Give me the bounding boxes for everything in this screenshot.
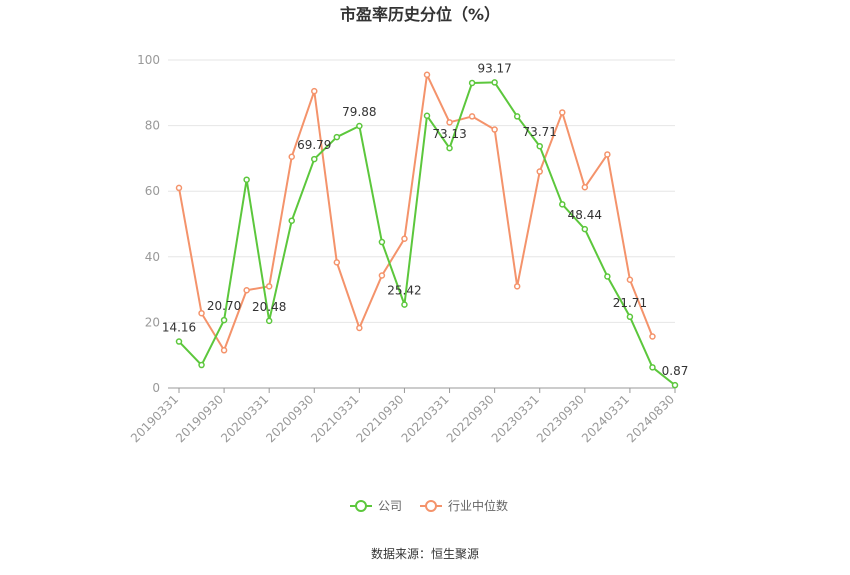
x-tick-label: 20230331 [489,392,542,445]
data-point [649,333,656,340]
data-label: 20.70 [207,299,241,313]
data-point [311,87,318,95]
data-point [671,381,679,389]
data-point [401,235,408,243]
series-line [178,73,654,352]
data-point [559,201,566,208]
data-point [220,347,228,354]
x-tick-label: 20230930 [534,392,587,445]
data-point [378,272,386,279]
x-tick-label: 20240331 [579,392,632,445]
data-point [288,217,295,224]
data-point [175,184,183,192]
data-point [513,113,521,120]
data-point [265,317,273,325]
grid [168,59,675,323]
x-tick-label: 20190930 [173,392,226,445]
x-tick-label: 20220930 [444,392,497,445]
data-point [604,151,611,158]
data-label: 93.17 [477,61,511,75]
data-point [401,301,408,308]
data-point [175,338,183,345]
data-label: 79.88 [342,105,376,119]
data-point [356,122,363,130]
x-tick-label: 20210930 [353,392,406,445]
data-point [378,238,386,246]
data-point [581,184,589,191]
data-label: 69.79 [297,138,331,152]
data-point [491,79,498,86]
data-label: 20.48 [252,300,286,314]
data-point [604,273,611,280]
data-point [468,113,476,120]
legend-marker [355,500,367,512]
y-tick-label: 40 [145,250,160,264]
y-tick-label: 60 [145,184,160,198]
data-point [649,364,656,371]
legend-item[interactable]: 行业中位数 [420,498,508,513]
y-tick-label: 80 [145,119,160,133]
legend[interactable]: 公司 行业中位数 [350,498,508,513]
data-label: 73.13 [432,127,466,141]
data-point [423,112,431,120]
data-point [423,71,431,79]
data-point [536,168,543,175]
data-label: 0.87 [662,364,689,378]
y-tick-label: 100 [137,53,160,67]
legend-marker [425,500,437,512]
data-point [198,361,205,369]
data-point [220,316,228,324]
data-point [626,276,634,284]
data-label: 25.42 [387,284,421,298]
series-line [178,81,676,386]
data-label: 14.16 [162,321,196,335]
x-tick-label: 20200930 [263,392,316,445]
series-layer [175,71,679,389]
data-point [559,109,566,116]
y-tick-label: 20 [145,315,160,329]
data-point [333,259,341,266]
data-point [513,283,521,290]
y-axis: 0 20 40 60 80 100 [137,53,160,395]
data-point [356,324,363,332]
data-label: 73.71 [523,125,557,139]
data-label: 48.44 [568,208,602,222]
data-point [446,119,453,126]
chart-title: 市盈率历史分位（%） [340,5,500,24]
data-point [288,153,295,161]
legend-label: 行业中位数 [448,498,508,513]
data-point [581,225,589,233]
data-point [446,144,453,152]
data-point [491,126,498,133]
data-point [243,176,250,183]
source-text: 数据来源：恒生聚源 [371,546,479,561]
data-point [536,142,543,150]
x-tick-label: 20240830 [624,392,677,445]
x-tick-label: 20200331 [218,392,271,445]
x-tick-label: 20210331 [308,392,361,445]
data-point [626,313,634,321]
y-tick-label: 0 [152,381,160,395]
data-labels: 14.16 20.70 20.48 69.79 79.88 25.42 73.13 93.17… [162,61,689,378]
data-point [333,133,341,141]
x-tick-label: 20220331 [399,392,452,445]
data-point [311,155,318,163]
data-point [198,309,205,317]
data-point [468,79,476,87]
data-point [265,283,273,290]
x-axis: 2019033120190930202003312020093020210331… [128,387,677,445]
legend-item[interactable]: 公司 [350,499,402,513]
legend-label: 公司 [378,499,402,513]
data-label: 21.71 [613,296,647,310]
data-point [243,287,250,294]
x-tick-label: 20190331 [128,392,181,445]
